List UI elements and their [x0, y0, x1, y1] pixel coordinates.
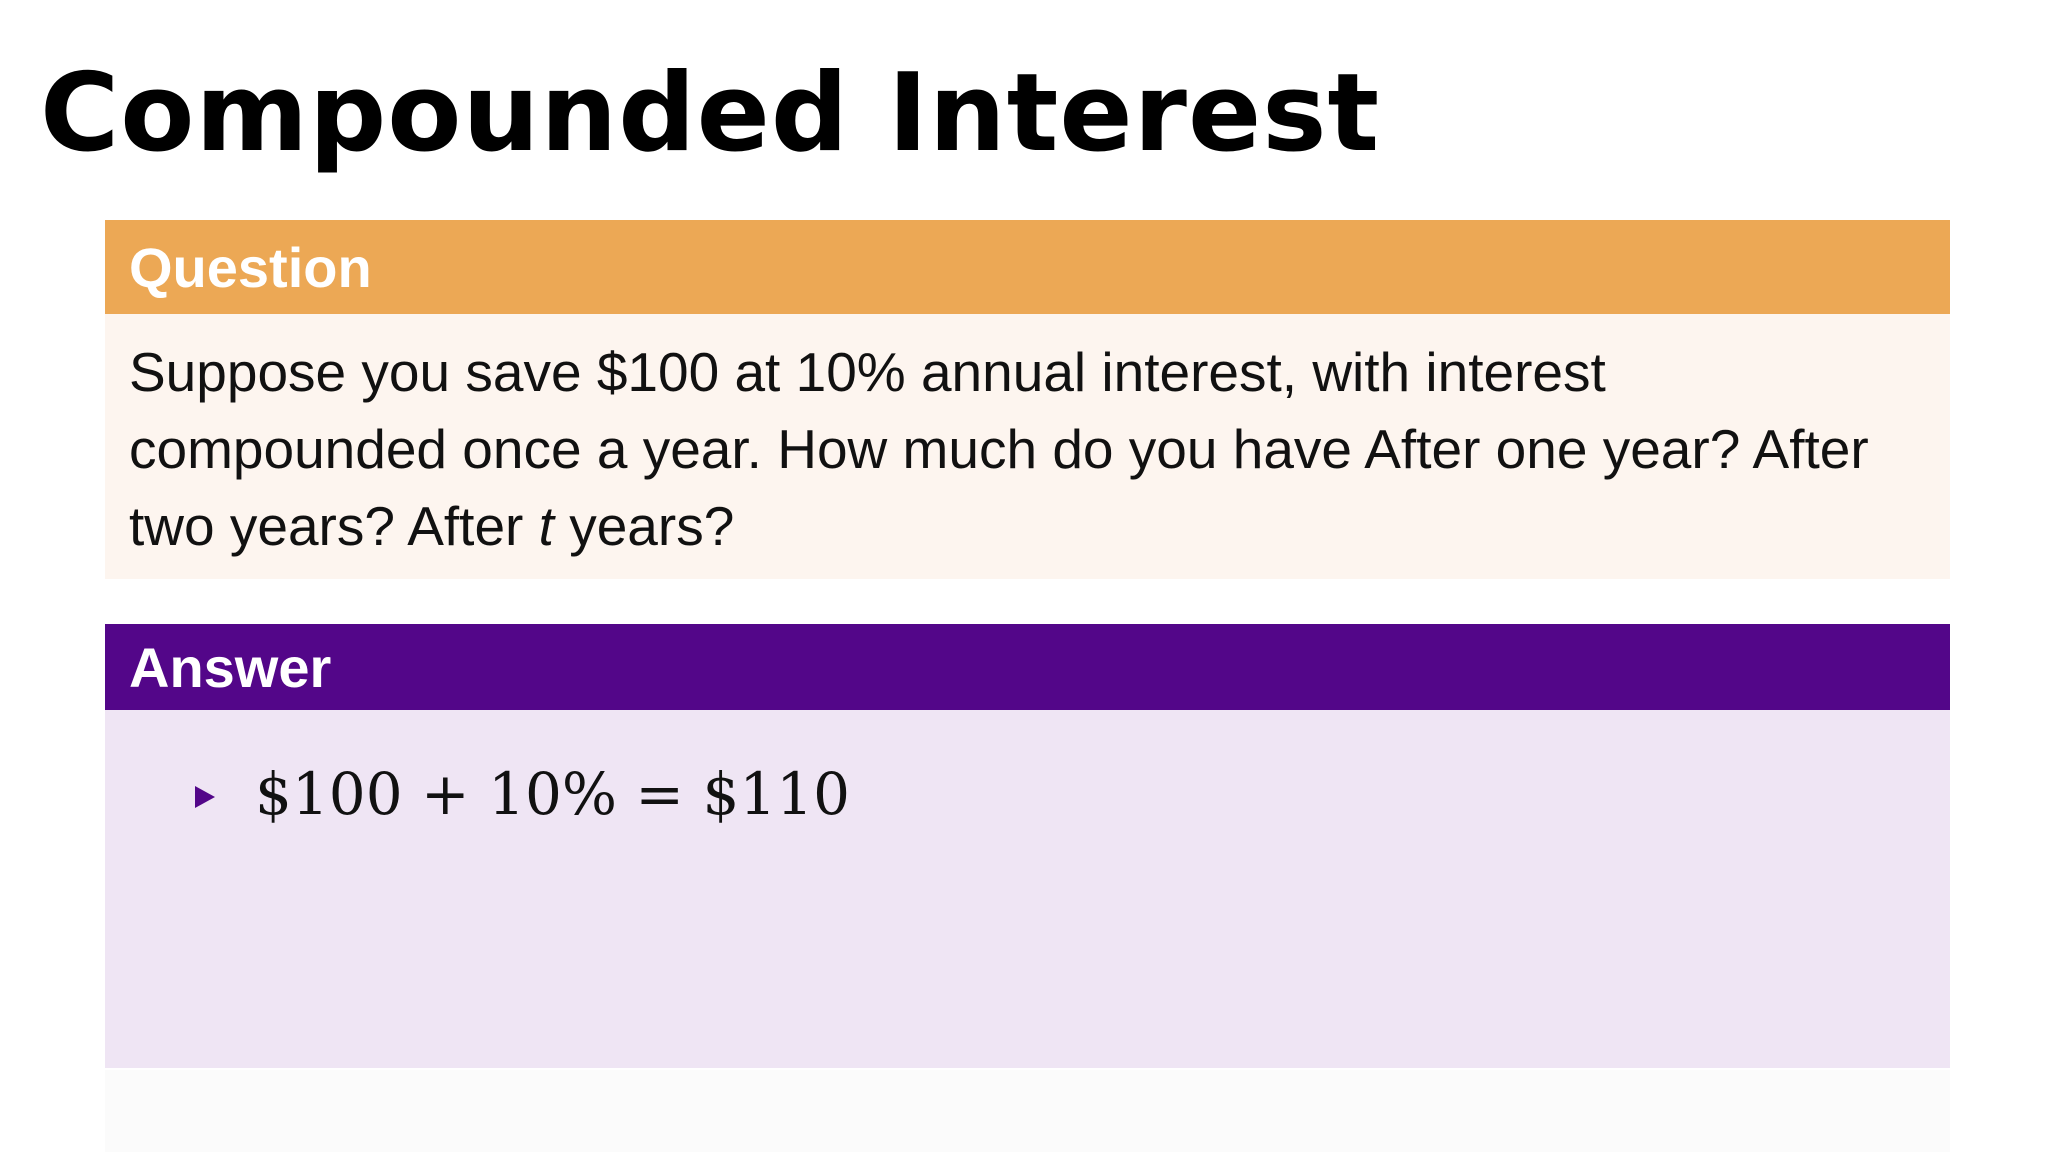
question-block: Question Suppose you save $100 at 10% an…	[105, 220, 1950, 579]
question-variable: t	[538, 495, 554, 557]
answer-block: Answer $100 + 10% = $110	[105, 624, 1950, 1068]
question-text-main: Suppose you save $100 at 10% annual inte…	[129, 341, 1869, 557]
footer-area	[105, 1070, 1950, 1152]
question-body: Suppose you save $100 at 10% annual inte…	[105, 314, 1950, 579]
triangle-bullet-icon	[195, 786, 215, 808]
question-header-label: Question	[129, 235, 372, 299]
answer-list-item: $100 + 10% = $110	[195, 754, 1950, 834]
question-text-end: years?	[553, 495, 735, 557]
slide-title: Compounded Interest	[40, 51, 1381, 176]
answer-header-label: Answer	[129, 635, 332, 699]
answer-equation: $100 + 10% = $110	[255, 760, 851, 828]
question-header: Question	[105, 220, 1950, 314]
question-text: Suppose you save $100 at 10% annual inte…	[129, 334, 1926, 565]
answer-body: $100 + 10% = $110	[105, 710, 1950, 1068]
answer-header: Answer	[105, 624, 1950, 710]
